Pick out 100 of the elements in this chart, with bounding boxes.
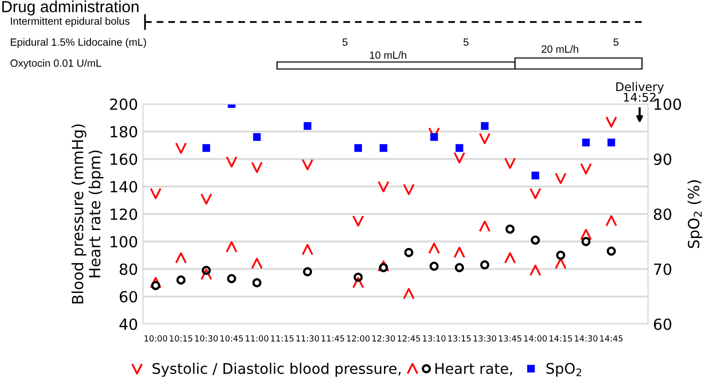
text: 20 mL/h: [542, 45, 578, 53]
text: Oxytocin 0.01 U/mL: [10, 59, 102, 69]
x-tick-label: 12:45: [398, 335, 420, 342]
point: [251, 161, 263, 174]
legend-label: SpO$_{2}$: [546, 362, 582, 377]
x-tick-label: 14:45: [600, 335, 623, 342]
point: [504, 252, 516, 264]
point: [200, 193, 212, 205]
y-tick-label: 60: [120, 290, 138, 303]
legend-label: Systolic / Diastolic blood pressure,: [152, 362, 401, 377]
point: [354, 272, 363, 282]
point: [580, 228, 592, 240]
point: [582, 138, 590, 146]
point: [352, 215, 364, 227]
x-tick-label: 13:15: [448, 335, 471, 342]
point: [378, 180, 390, 192]
y-tick-label: 140: [110, 180, 138, 193]
x-tick-label: 11:45: [322, 335, 344, 342]
point: [454, 263, 464, 272]
x-tick-label: 14:00: [524, 335, 547, 342]
y2-axis-title: SpO$_{2}$ (%): [688, 180, 702, 248]
point: [403, 288, 415, 300]
point: [175, 142, 187, 154]
point: [251, 258, 263, 270]
point: [580, 162, 592, 174]
point: [480, 260, 490, 270]
point: [226, 156, 238, 168]
point: [454, 246, 466, 258]
point: [176, 275, 186, 285]
text: Drug administration: [2, 0, 138, 16]
y2-tick-label: 90: [654, 153, 672, 166]
point: [478, 220, 490, 232]
text: 5: [464, 38, 468, 46]
x-tick-label: 13:10: [423, 335, 446, 342]
y-tick-label: 160: [110, 153, 138, 166]
point: [202, 266, 211, 275]
x-tick-label: 12:00: [347, 335, 370, 342]
point: [302, 158, 314, 170]
point: [530, 188, 542, 200]
y-axis-title: Blood pressure (mmHg) Heart rate (bpm): [72, 124, 104, 304]
x-tick-label: 11:15: [271, 335, 294, 342]
point: [554, 172, 566, 184]
point: [352, 276, 364, 289]
point: [404, 248, 414, 258]
y-tick-label: 180: [110, 126, 138, 138]
x-tick-label: 10:45: [220, 335, 243, 342]
x-tick-label: 13:45: [498, 335, 522, 342]
legend-label: Heart rate,: [435, 363, 512, 376]
point: [556, 250, 566, 260]
point: [302, 267, 312, 276]
point: [202, 144, 210, 152]
point: [226, 241, 238, 253]
x-tick-label: 14:15: [550, 335, 572, 342]
point: [302, 244, 314, 256]
point: [581, 236, 591, 246]
point: [354, 144, 362, 152]
point: [150, 188, 162, 200]
point: [606, 116, 618, 128]
point: [380, 144, 388, 152]
text: Epidural 1.5% Lidocaine (mL): [10, 38, 146, 48]
point: [253, 133, 261, 141]
point: [456, 144, 464, 152]
point: [151, 280, 160, 290]
point: [530, 236, 540, 245]
point: [378, 263, 388, 272]
point: [532, 172, 540, 180]
x-tick-label: 10:00: [144, 335, 168, 342]
y-tick-label: 200: [110, 98, 138, 110]
point: [606, 246, 616, 256]
y2-tick-label: 70: [654, 263, 672, 276]
text: 5: [342, 38, 348, 46]
y-tick-label: 80: [120, 263, 138, 276]
y-tick-label: 100: [110, 236, 138, 248]
point: [480, 122, 489, 130]
point: [430, 262, 439, 271]
y-tick-label: 40: [119, 318, 138, 330]
point: [478, 132, 490, 144]
x-tick-label: 11:30: [296, 335, 319, 342]
point: [304, 122, 312, 130]
point: [430, 133, 438, 141]
point: [554, 258, 566, 270]
point: [454, 152, 466, 164]
point: [252, 278, 262, 288]
point: [150, 276, 162, 289]
point: [504, 157, 516, 169]
y2-tick-label: 80: [654, 208, 672, 220]
point: [428, 242, 440, 254]
point: [175, 252, 187, 264]
x-tick-label: 11:00: [246, 335, 268, 342]
y-tick-label: 120: [110, 208, 138, 220]
point: [606, 215, 618, 227]
x-tick-label: 10:15: [170, 335, 192, 342]
x-tick-label: 12:30: [372, 335, 395, 342]
point: [200, 268, 212, 280]
point: [607, 138, 616, 146]
text: Intermittent epidural bolus: [10, 17, 130, 27]
text: 5: [614, 38, 618, 46]
x-tick-label: 10:30: [195, 335, 218, 342]
point: [403, 183, 415, 196]
x-tick-label: 14:30: [574, 335, 598, 342]
